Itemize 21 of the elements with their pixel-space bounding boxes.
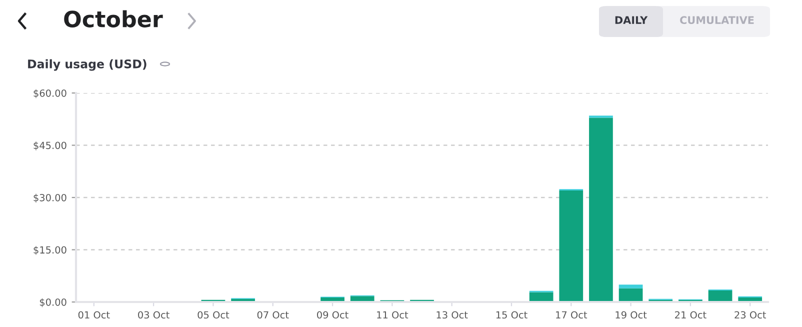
x-tick-label: 05 Oct: [198, 311, 230, 319]
chart-subtitle: Daily usage (USD): [28, 59, 146, 71]
y-tick-label: $45.00: [34, 142, 66, 150]
y-tick-label: $60.00: [34, 89, 66, 98]
text: CUMULATIVE: [680, 16, 754, 24]
x-tick-label: 19 Oct: [616, 311, 647, 319]
chart-title: October: [64, 10, 163, 28]
y-tick-label: $30.00: [34, 194, 66, 203]
x-tick-label: 11 Oct: [377, 311, 408, 319]
text: DAILY: [615, 16, 648, 24]
x-tick-label: 07 Oct: [257, 311, 289, 319]
y-tick-label: $15.00: [34, 246, 66, 255]
x-tick-label: 01 Oct: [78, 311, 110, 319]
x-tick-label: 17 Oct: [556, 311, 588, 319]
x-tick-label: 09 Oct: [317, 311, 348, 319]
y-tick-label: $0.00: [40, 298, 66, 308]
x-tick-label: 15 Oct: [496, 311, 528, 319]
x-tick-label: 23 Oct: [734, 311, 766, 319]
x-tick-label: 13 Oct: [436, 311, 468, 319]
x-tick-label: 21 Oct: [675, 311, 706, 319]
x-tick-label: 03 Oct: [138, 311, 170, 319]
